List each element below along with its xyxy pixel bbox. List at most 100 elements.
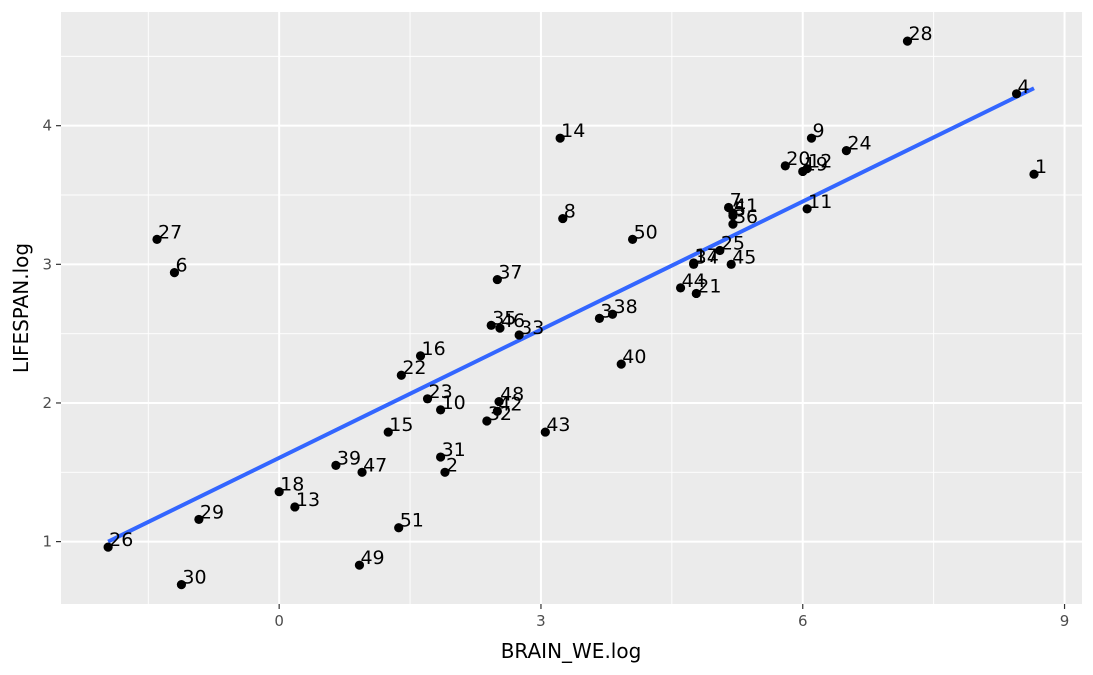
data-point-label: 39 [337,447,361,469]
data-point-label: 28 [908,23,932,45]
data-point [331,460,341,470]
data-point [689,258,699,268]
y-tick-label: 3 [42,255,52,273]
data-point-label: 26 [109,529,133,551]
point-labels: 1246789101112131415161820212223242526272… [109,23,1047,588]
data-point-label: 8 [564,201,576,223]
data-point-label: 5 [734,198,746,220]
data-point [726,259,736,269]
data-point [103,542,113,552]
y-axis-title: LIFESPAN.log [9,243,33,373]
data-point-label: 4 [1018,76,1030,98]
data-point [728,219,738,229]
data-point-label: 29 [200,501,224,523]
x-tick-label: 9 [1060,612,1070,630]
data-point [274,487,284,497]
data-point-label: 7 [730,189,742,211]
data-point [357,467,367,477]
data-point [482,416,492,426]
data-point-label: 1 [1035,156,1047,178]
data-point [715,245,725,256]
fit-line [107,86,1035,544]
data-point-label: 17 [695,245,719,267]
data-point [486,320,496,330]
data-point-label: 15 [389,414,413,436]
plot-panel [61,12,1082,604]
data-point-label: 6 [175,255,187,277]
data-point-label: 35 [492,307,516,329]
data-point [1011,89,1022,99]
data-point-label: 42 [498,393,522,415]
data-point [394,523,404,533]
x-tick-label: 6 [798,612,808,630]
data-point-label: 2 [446,454,458,476]
data-point-label: 21 [697,275,721,297]
data-point [494,396,504,407]
data-point [780,161,790,171]
data-point [514,330,524,340]
data-point-label: 45 [732,246,756,268]
data-point [616,359,626,369]
data-point-label: 40 [622,346,646,368]
data-point-label: 14 [561,120,585,142]
data-point [492,274,502,285]
data-point-label: 37 [498,262,522,284]
major-gridlines [61,12,1082,604]
data-point-label: 46 [501,310,525,332]
data-point [802,204,812,214]
data-point [1029,169,1039,179]
data-point-label: 12 [808,151,832,173]
data-point-label: 34 [695,246,719,268]
fit-line-group [107,86,1035,544]
data-point-label: 10 [442,392,466,414]
data-point [422,394,433,404]
data-point-label: 44 [682,270,706,292]
data-point-label: 13 [296,489,320,511]
data-point [194,514,204,525]
data-point-label: 33 [520,317,544,339]
data-point [440,467,450,477]
data-point-label: 30 [182,567,206,589]
data-point-label: 22 [402,357,426,379]
data-point [627,234,638,244]
data-point-label: 19 [804,153,828,175]
data-point [841,146,851,156]
y-tick-label: 4 [42,117,52,135]
data-point [495,323,505,333]
data-point [902,36,913,46]
data-point [594,313,605,323]
data-point-label: 32 [488,403,512,425]
data-point [607,309,618,319]
y-tick-label: 1 [42,533,52,551]
data-point-label: 36 [734,206,758,228]
data-point [152,234,162,244]
data-point [396,370,406,380]
data-point-label: 31 [442,439,466,461]
data-point [290,502,300,512]
data-point-label: 43 [546,414,570,436]
data-point-label: 51 [400,510,424,532]
data-point-label: 23 [429,381,453,403]
data-point [383,427,393,437]
data-point [169,268,180,278]
data-point-label: 38 [614,296,638,318]
data-point [675,283,686,293]
data-point-label: 41 [734,195,758,217]
data-point [558,213,568,224]
data-point-label: 11 [808,191,832,213]
y-tick-label: 2 [42,394,52,412]
data-point-label: 18 [280,474,304,496]
data-point [798,166,808,177]
data-point-label: 48 [500,384,524,406]
data-point [691,288,701,299]
data-point-label: 9 [812,120,824,142]
data-point-label: 49 [360,547,384,569]
x-axis-ticks: 0 3 6 9 [274,604,1069,630]
data-point [354,560,365,570]
minor-gridlines [61,12,1082,604]
data-point [540,427,550,437]
data-point-label: 24 [847,133,871,155]
data-point-label: 25 [721,232,745,254]
data-point [806,133,817,143]
